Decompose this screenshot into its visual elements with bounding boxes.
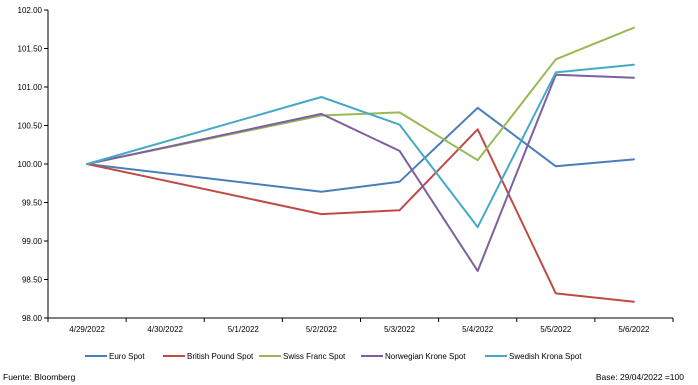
y-tick-label: 99.00	[22, 237, 43, 246]
y-tick-label: 99.50	[22, 199, 43, 208]
base-note: Base: 29/04/2022 =100	[595, 372, 684, 382]
legend-label: Euro Spot	[109, 352, 145, 361]
source-note: Fuente: Bloomberg	[3, 372, 76, 382]
x-tick-label: 5/4/2022	[462, 325, 494, 334]
y-tick-label: 102.00	[18, 6, 43, 15]
x-tick-label: 5/1/2022	[228, 325, 260, 334]
legend-label: Norwegian Krone Spot	[385, 352, 466, 361]
series-line	[86, 63, 635, 229]
series-line	[86, 128, 635, 303]
x-tick-label: 5/5/2022	[540, 325, 572, 334]
legend-label: British Pound Spot	[187, 352, 254, 361]
legend: Euro Spot British Pound Spot Swiss Franc S…	[85, 352, 582, 361]
y-axis: 98.00 98.50 99.00 99.50 100.00 100.50 101.00 10…	[18, 6, 49, 323]
x-tick-label: 5/2/2022	[306, 325, 338, 334]
x-tick-label: 4/29/2022	[69, 325, 105, 334]
x-axis: 4/29/2022 4/30/2022 5/1/2022 5/2/2022 5/3/20…	[47, 317, 674, 334]
legend-label: Swiss Franc Spot	[283, 352, 346, 361]
series-line	[86, 26, 635, 165]
legend-label: Swedish Krona Spot	[509, 352, 582, 361]
x-tick-label: 5/3/2022	[384, 325, 416, 334]
x-tick-label: 4/30/2022	[147, 325, 183, 334]
y-tick-label: 100.50	[18, 122, 43, 131]
series-lines	[86, 26, 635, 303]
series-line	[86, 73, 635, 272]
y-tick-label: 98.00	[22, 314, 43, 323]
y-tick-label: 98.50	[22, 276, 43, 285]
y-tick-label: 101.00	[18, 83, 43, 92]
y-tick-label: 101.50	[18, 45, 43, 54]
y-tick-label: 100.00	[18, 160, 43, 169]
x-tick-label: 5/6/2022	[618, 325, 650, 334]
series-line	[86, 106, 635, 193]
